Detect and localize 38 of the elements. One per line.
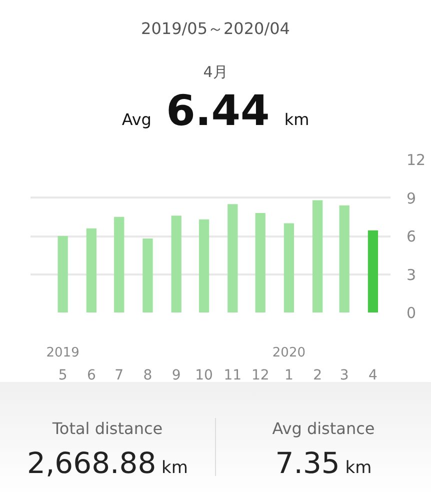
x-tick-label: 4 <box>368 368 378 384</box>
y-tick-label: 0 <box>406 304 416 322</box>
text: 2,668.88 km <box>27 446 188 480</box>
y-tick-label: 9 <box>406 189 416 208</box>
x-tick-label: 3 <box>340 368 349 384</box>
text: Total distance <box>51 418 164 440</box>
text: 7.35 km <box>275 446 372 480</box>
y-tick-label: 6 <box>406 228 416 246</box>
bar <box>312 200 323 312</box>
bar <box>58 236 68 312</box>
x-tick-label: 5 <box>58 368 68 384</box>
bar <box>171 216 182 312</box>
chart-title: 2019/05～2020/04 <box>140 18 291 40</box>
x-tick-label: 11 <box>224 368 242 384</box>
bar <box>368 230 378 312</box>
x-tick-label: 6 <box>86 368 96 384</box>
x-tick-label: 2 <box>313 368 322 384</box>
bar <box>255 213 266 312</box>
chart-subtitle: 4月 <box>202 62 229 83</box>
text: 2019 <box>46 346 80 360</box>
bar <box>228 204 238 312</box>
bar <box>284 223 294 312</box>
bar <box>142 238 153 312</box>
bar <box>339 205 350 312</box>
x-tick-label: 7 <box>114 368 124 384</box>
text: 2020 <box>272 346 306 360</box>
text: Avg distance <box>271 418 376 440</box>
x-tick-label: 10 <box>195 368 213 384</box>
text: Avg 6.44 km <box>122 86 310 136</box>
bar <box>198 219 210 312</box>
bar <box>86 228 96 312</box>
x-tick-label: 9 <box>172 368 181 384</box>
x-tick-label: 12 <box>251 368 270 384</box>
bar <box>114 216 124 312</box>
x-tick-label: 8 <box>143 368 152 384</box>
y-tick-label: 12 <box>406 151 426 169</box>
y-tick-label: 3 <box>406 266 416 284</box>
x-tick-label: 1 <box>284 368 294 384</box>
